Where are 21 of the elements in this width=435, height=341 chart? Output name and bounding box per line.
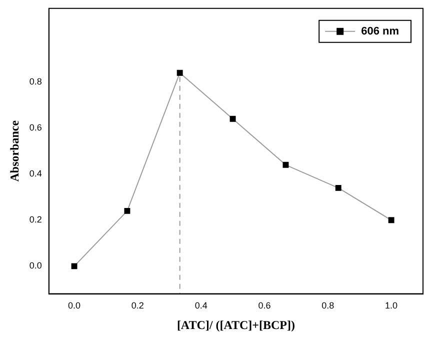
y-tick-label: 0.6 [29,122,42,133]
x-tick-label: 1.0 [385,300,398,311]
point [230,116,236,122]
y-tick-label: 0.0 [29,260,42,271]
point [124,208,130,214]
y-tick-label: 0.2 [29,214,42,225]
x-tick-label: 0.6 [258,300,271,311]
x-axis-title: [ATC]/ ([ATC]+[BCP]) [176,318,295,332]
x-tick-label: 0.4 [194,300,208,311]
point [71,263,78,270]
x-tick-label: 0.0 [68,300,81,311]
point [176,70,183,76]
point [388,217,394,224]
legend-label: 606 nm [361,25,400,38]
point [282,162,289,168]
y-tick-label: 0.8 [29,76,42,87]
x-tick-label: 0.2 [131,300,144,311]
y-tick-label: 0.4 [29,168,42,179]
x-tick-label: 0.8 [322,300,334,311]
point [335,184,342,191]
y-axis-title: Absorbance [7,120,22,182]
